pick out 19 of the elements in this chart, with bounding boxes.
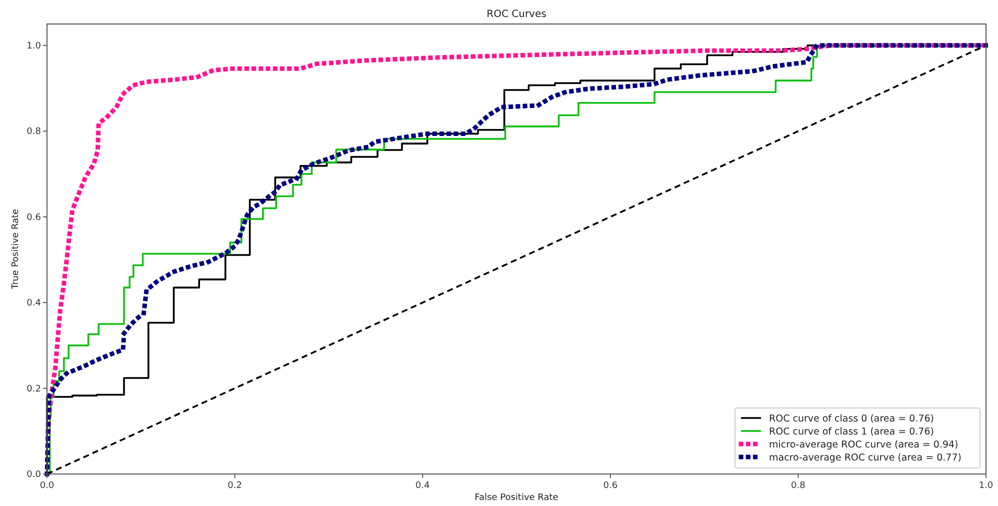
x-axis-title: False Positive Rate <box>474 493 559 503</box>
x-tick-label: 1.0 <box>978 481 994 491</box>
y-axis-title: True Positive Rate <box>11 208 21 290</box>
x-tick-label: 0.8 <box>791 481 806 491</box>
y-tick-label: 1.0 <box>26 41 42 52</box>
x-tick-label: 0.2 <box>228 481 242 491</box>
legend-label: ROC curve of class 1 (area = 0.76) <box>769 426 934 438</box>
y-tick-label: 0.6 <box>26 212 42 223</box>
legend-label: macro-average ROC curve (area = 0.77) <box>769 452 962 464</box>
y-tick-label: 0.8 <box>26 127 42 138</box>
x-tick-label: 0.4 <box>415 481 430 491</box>
y-tick-label: 0.2 <box>26 384 41 394</box>
x-tick-label: 0.6 <box>603 481 618 491</box>
chart-title: ROC Curves <box>486 9 546 20</box>
x-tick-label: 0.0 <box>40 481 54 491</box>
legend-label: ROC curve of class 0 (area = 0.76) <box>769 414 934 424</box>
y-tick-label: 0.0 <box>26 470 42 480</box>
y-tick-label: 0.4 <box>26 298 42 309</box>
legend-label: micro-average ROC curve (area = 0.94) <box>769 440 958 450</box>
